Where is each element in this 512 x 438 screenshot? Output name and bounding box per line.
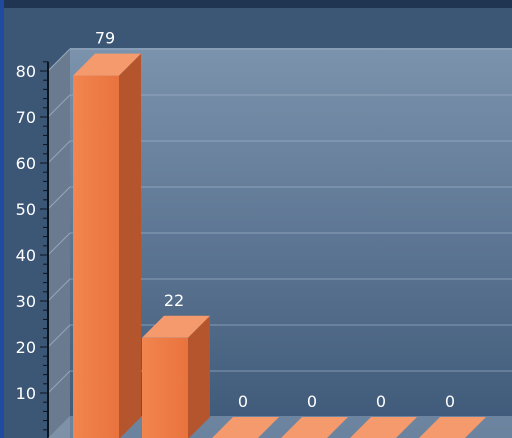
bar: [142, 315, 210, 438]
top-band: [0, 0, 512, 8]
bar: [419, 417, 486, 438]
y-tick-label: 80: [16, 62, 36, 81]
bar: [73, 53, 141, 438]
bar-side: [119, 53, 141, 438]
grid-line-diagonal: [47, 140, 71, 164]
data-label: 0: [238, 392, 248, 411]
data-label: 22: [164, 291, 184, 310]
grid-line-diagonal: [47, 186, 71, 210]
bar-top: [281, 417, 348, 438]
bar-top: [419, 417, 486, 438]
y-tick-label: 10: [16, 384, 36, 403]
bar-top: [142, 315, 210, 338]
grid-line-diagonal: [47, 370, 71, 394]
y-tick-label: 30: [16, 292, 36, 311]
y-tick-label: 20: [16, 338, 36, 357]
grid-lines: [47, 48, 512, 394]
data-label: 0: [307, 392, 317, 411]
bar-top: [212, 417, 279, 438]
y-axis: 10 20 30 40 50 60 70 80: [16, 61, 49, 438]
bar-front: [73, 75, 119, 438]
data-labels: 79 22 0 0 0 0: [95, 29, 455, 411]
bar: [281, 417, 348, 438]
grid-line-diagonal: [47, 94, 71, 118]
bar: [212, 417, 279, 438]
left-edge: [0, 0, 4, 438]
data-label: 0: [376, 392, 386, 411]
plot-left-wall: [48, 48, 70, 438]
bars: [48, 53, 512, 438]
grid-line-diagonal: [47, 48, 71, 72]
grid-line-diagonal: [47, 278, 71, 302]
bar-top: [350, 417, 417, 438]
y-tick-label: 70: [16, 108, 36, 127]
y-tick-label: 60: [16, 154, 36, 173]
data-label: 0: [445, 392, 455, 411]
bar: [350, 417, 417, 438]
grid-line-diagonal: [47, 324, 71, 348]
y-tick-label: 40: [16, 246, 36, 265]
grid-line-diagonal: [47, 232, 71, 256]
bar-front: [142, 337, 188, 438]
data-label: 79: [95, 29, 115, 48]
bar-side: [188, 315, 210, 438]
bar-top: [73, 53, 141, 76]
y-tick-label: 50: [16, 200, 36, 219]
